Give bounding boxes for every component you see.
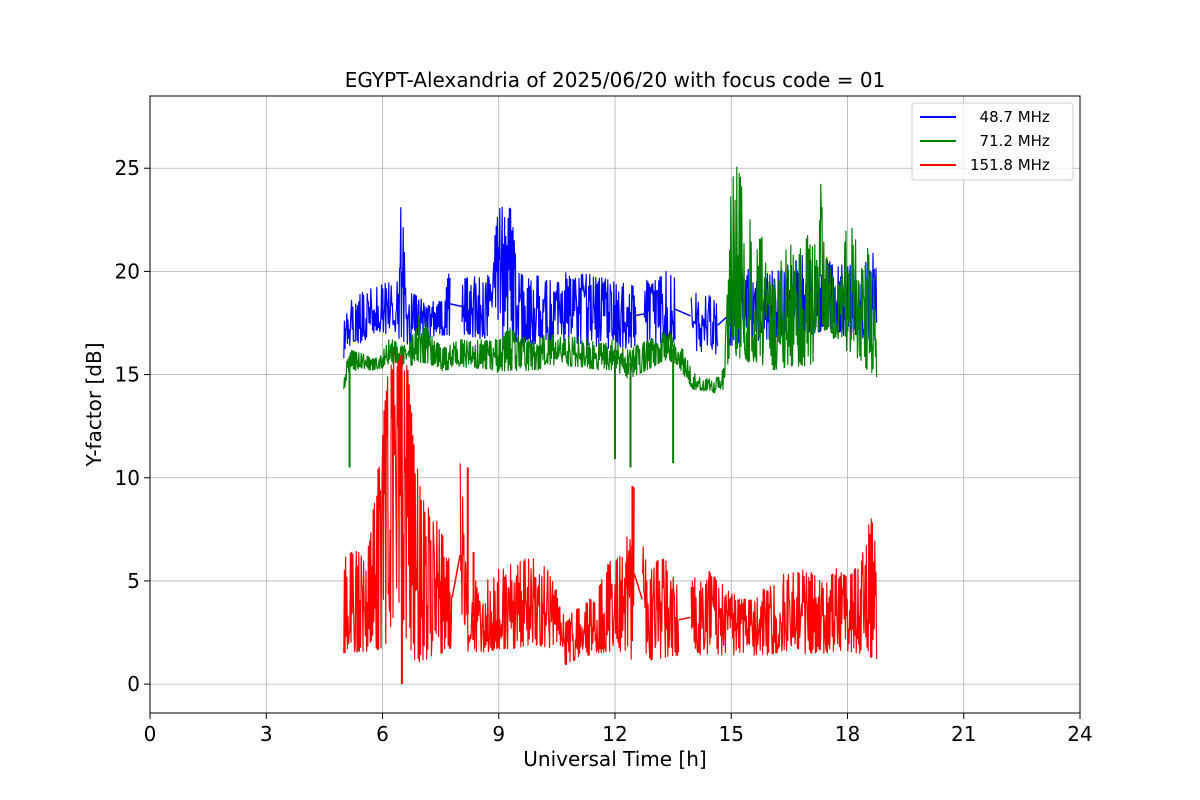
y-tick-label: 25 [115,156,140,180]
series-gap-connector-151-8 [451,555,461,598]
y-tick-label: 15 [115,363,140,387]
series-gap-connector-151-8 [678,616,691,621]
series-gap-connector-48-7 [450,303,463,308]
axis-ticks: 0 3 6 9 12 15 18 21 24 0 5 10 15 20 25 [115,156,1093,746]
series-line-71-2 [343,166,878,394]
x-tick-label: 0 [144,722,157,746]
y-tick-label: 0 [127,672,140,696]
y-tick-label: 20 [115,259,140,283]
series-gap-connector-48-7 [674,308,691,317]
series-layer [343,166,878,685]
legend-label-151-8: 151.8 MHz [970,156,1050,174]
x-tick-label: 3 [260,722,273,746]
chart-title: EGYPT-Alexandria of 2025/06/20 with focu… [345,68,886,92]
series-line-151-8 [343,346,878,666]
x-tick-label: 15 [719,722,744,746]
series-gap-connector-48-7 [636,313,645,317]
legend-label-48-7: 48.7 MHz [970,108,1050,126]
y-tick-label: 5 [127,569,140,593]
y-tick-label: 10 [115,466,140,490]
y-axis-label: Y-factor [dB] [82,342,106,467]
x-tick-label: 21 [951,722,976,746]
legend-box [911,102,1074,181]
legend-label-71-2: 71.2 MHz [970,132,1050,150]
x-tick-label: 18 [835,722,860,746]
x-tick-label: 9 [492,722,505,746]
x-tick-label: 12 [602,722,627,746]
x-tick-label: 24 [1067,722,1092,746]
legend: 48.7 MHz 71.2 MHz 151.8 MHz [911,102,1074,181]
x-axis-label: Universal Time [h] [523,747,706,771]
series-gap-connector-151-8 [633,573,643,600]
x-tick-label: 6 [376,722,389,746]
